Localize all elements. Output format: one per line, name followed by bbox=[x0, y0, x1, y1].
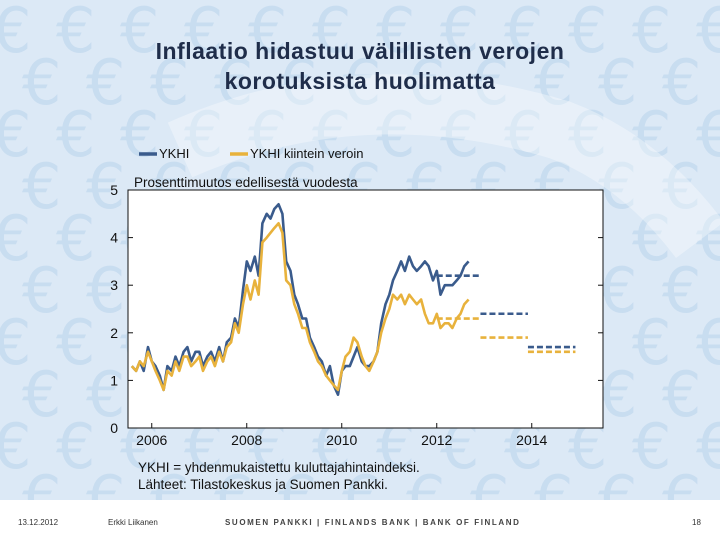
euro-watermark-glyph: € bbox=[470, 46, 509, 119]
euro-watermark-glyph: € bbox=[56, 98, 95, 171]
euro-watermark-glyph: € bbox=[568, 0, 607, 67]
euro-watermark-glyph: € bbox=[56, 202, 95, 275]
euro-watermark-glyph: € bbox=[696, 0, 720, 67]
x-tick-label: 2006 bbox=[136, 432, 167, 448]
euro-watermark-glyph: € bbox=[632, 306, 671, 379]
y-tick-label: 3 bbox=[110, 277, 118, 293]
euro-watermark-glyph: € bbox=[312, 0, 351, 67]
chart-subtitle: Prosenttimuutos edellisestä vuodesta bbox=[134, 175, 358, 190]
euro-watermark-glyph: € bbox=[56, 410, 95, 483]
euro-watermark-glyph: € bbox=[376, 98, 415, 171]
legend-label: YKHI kiintein veroin bbox=[250, 146, 363, 161]
plot-area bbox=[127, 189, 604, 429]
euro-watermark-glyph: € bbox=[662, 46, 701, 119]
euro-watermark-glyph: € bbox=[376, 0, 415, 67]
euro-watermark-glyph: € bbox=[0, 98, 31, 171]
euro-watermark-glyph: € bbox=[0, 410, 31, 483]
euro-watermark-glyph: € bbox=[696, 98, 720, 171]
euro-watermark-glyph: € bbox=[342, 46, 381, 119]
euro-watermark-glyph: € bbox=[56, 306, 95, 379]
background-swoosh bbox=[167, 74, 720, 259]
chart-notes: YKHI = yhdenmukaistettu kuluttajahintain… bbox=[138, 459, 420, 493]
x-tick-label: 2014 bbox=[516, 432, 547, 448]
footer-bar bbox=[0, 500, 720, 540]
x-tick-label: 2010 bbox=[326, 432, 357, 448]
euro-watermark-glyph: € bbox=[632, 98, 671, 171]
legend-label: YKHI bbox=[159, 146, 189, 161]
euro-watermark-glyph: € bbox=[22, 254, 61, 327]
y-tick-label: 1 bbox=[110, 372, 118, 388]
euro-watermark-glyph: € bbox=[598, 254, 637, 327]
title-line-1: Inflaatio hidastuu välillisten verojen bbox=[155, 38, 565, 64]
euro-watermark-glyph: € bbox=[120, 0, 159, 67]
euro-watermark-glyph: € bbox=[696, 202, 720, 275]
euro-watermark-glyph: € bbox=[248, 0, 287, 67]
footer-page-number: 18 bbox=[692, 518, 701, 527]
x-tick-label: 2012 bbox=[421, 432, 452, 448]
euro-watermark-glyph: € bbox=[662, 150, 701, 223]
euro-watermark-glyph: € bbox=[150, 46, 189, 119]
euro-watermark-glyph: € bbox=[214, 46, 253, 119]
euro-watermark-glyph: € bbox=[632, 410, 671, 483]
euro-watermark-glyph: € bbox=[440, 98, 479, 171]
euro-watermark-glyph: € bbox=[632, 202, 671, 275]
euro-watermark-glyph: € bbox=[662, 254, 701, 327]
note-sources: Lähteet: Tilastokeskus ja Suomen Pankki. bbox=[138, 477, 388, 492]
slide-title: Inflaatio hidastuu välillisten verojen k… bbox=[60, 36, 660, 96]
euro-watermark-glyph: € bbox=[278, 46, 317, 119]
euro-watermark-glyph: € bbox=[0, 0, 31, 67]
euro-watermark-glyph: € bbox=[22, 358, 61, 431]
y-tick-label: 4 bbox=[110, 230, 118, 246]
euro-watermark-glyph: € bbox=[120, 98, 159, 171]
euro-watermark-glyph: € bbox=[22, 150, 61, 223]
euro-watermark-glyph: € bbox=[56, 0, 95, 67]
euro-watermark-glyph: € bbox=[184, 98, 223, 171]
footer-bank-name: SUOMEN PANKKI | FINLANDS BANK | BANK OF … bbox=[225, 518, 521, 527]
euro-watermark-glyph: € bbox=[0, 306, 31, 379]
footer-date: 13.12.2012 bbox=[18, 518, 59, 527]
euro-watermark-glyph: € bbox=[0, 202, 31, 275]
y-tick-label: 2 bbox=[110, 325, 118, 341]
euro-watermark-glyph: € bbox=[696, 410, 720, 483]
title-line-2: korotuksista huolimatta bbox=[224, 68, 496, 94]
euro-watermark-glyph: € bbox=[504, 98, 543, 171]
euro-watermark-glyph: € bbox=[184, 0, 223, 67]
x-tick-label: 2008 bbox=[231, 432, 262, 448]
y-tick-label: 5 bbox=[110, 182, 118, 198]
euro-watermark-glyph: € bbox=[86, 46, 125, 119]
euro-watermark-glyph: € bbox=[598, 46, 637, 119]
euro-watermark-glyph: € bbox=[440, 0, 479, 67]
euro-watermark-glyph: € bbox=[86, 254, 125, 327]
euro-watermark-glyph: € bbox=[598, 358, 637, 431]
euro-watermark-glyph: € bbox=[568, 98, 607, 171]
note-definition: YKHI = yhdenmukaistettu kuluttajahintain… bbox=[138, 460, 420, 475]
euro-watermark-glyph: € bbox=[696, 306, 720, 379]
euro-watermark-glyph: € bbox=[312, 98, 351, 171]
euro-watermark-glyph: € bbox=[632, 0, 671, 67]
euro-watermark-glyph: € bbox=[662, 358, 701, 431]
euro-watermark-glyph: € bbox=[22, 46, 61, 119]
euro-watermark-glyph: € bbox=[86, 150, 125, 223]
series-line bbox=[130, 203, 470, 397]
euro-watermark-glyph: € bbox=[86, 358, 125, 431]
euro-watermark-glyph: € bbox=[406, 46, 445, 119]
euro-watermark-glyph: € bbox=[598, 150, 637, 223]
euro-watermark-glyph: € bbox=[504, 0, 543, 67]
footer-author: Erkki Liikanen bbox=[108, 518, 158, 527]
series-line bbox=[130, 222, 470, 392]
y-tick-label: 0 bbox=[110, 420, 118, 436]
euro-watermark-glyph: € bbox=[248, 98, 287, 171]
euro-watermark-glyph: € bbox=[534, 46, 573, 119]
